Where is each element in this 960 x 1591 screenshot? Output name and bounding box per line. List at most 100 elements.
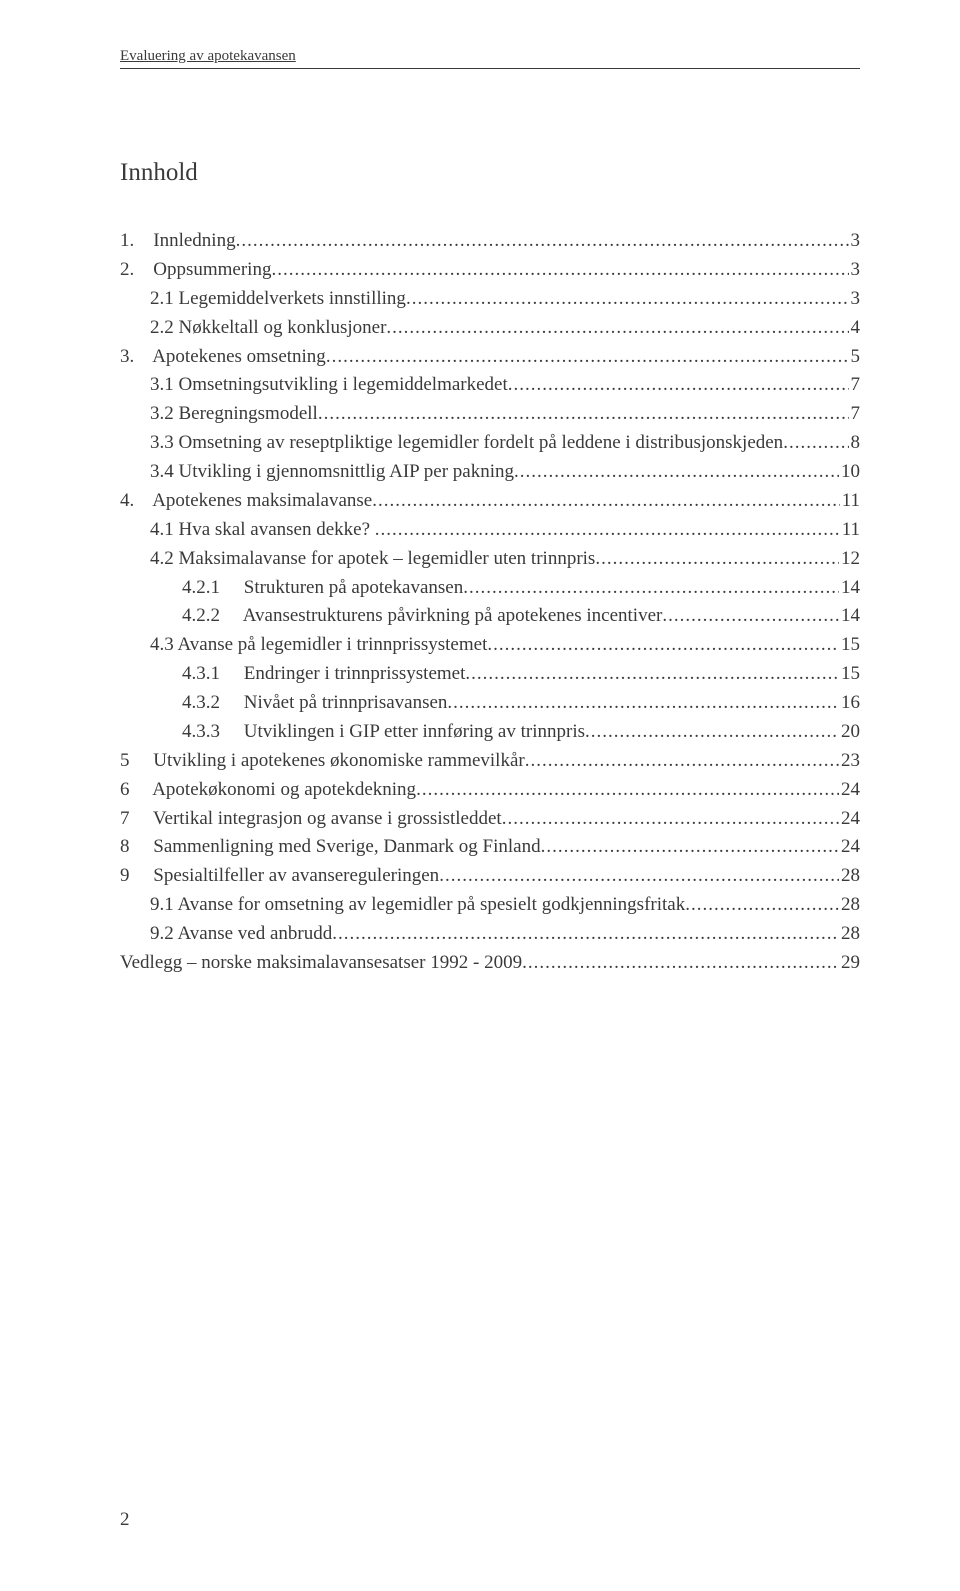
toc-leader [525, 747, 839, 776]
toc-row: 3. Apotekenes omsetning 5 [120, 343, 860, 372]
toc-entry-page: 3 [849, 256, 861, 285]
toc-row: 4.3.1 Endringer i trinnprissystemet15 [120, 660, 860, 689]
toc-entry-label: 4.3.1 Endringer i trinnprissystemet [182, 660, 465, 689]
toc-entry-label: 9.2 Avanse ved anbrudd [150, 920, 332, 949]
toc-entry-page: 14 [839, 574, 860, 603]
toc-leader [439, 862, 839, 891]
toc-entry-page: 10 [839, 458, 860, 487]
running-header: Evaluering av apotekavansen [120, 48, 860, 65]
toc-entry-page: 16 [839, 689, 860, 718]
toc-entry-page: 24 [839, 776, 860, 805]
toc-entry-label: 2.1 Legemiddelverkets innstilling [150, 285, 406, 314]
toc-entry-page: 4 [849, 314, 861, 343]
toc-entry-label: 4.2.1 Strukturen på apotekavansen [182, 574, 463, 603]
toc-leader [465, 660, 839, 689]
toc-row: 3.4 Utvikling i gjennomsnittlig AIP per … [120, 458, 860, 487]
toc-leader [326, 343, 849, 372]
toc-entry-page: 7 [849, 400, 861, 429]
toc-entry-label: 4.1 Hva skal avansen dekke? [150, 516, 375, 545]
toc-leader [406, 285, 849, 314]
toc-entry-page: 3 [849, 227, 861, 256]
toc-leader [502, 805, 839, 834]
toc-row: 4. Apotekenes maksimalavanse 11 [120, 487, 860, 516]
toc-leader [386, 314, 848, 343]
toc-row: 9 Spesialtilfeller av avansereguleringen… [120, 862, 860, 891]
toc-row: 4.2.2 Avansestrukturens påvirkning på ap… [120, 602, 860, 631]
toc-entry-label: 5 Utvikling i apotekenes økonomiske ramm… [120, 747, 525, 776]
toc-row: 2. Oppsummering 3 [120, 256, 860, 285]
toc-entry-page: 24 [839, 805, 860, 834]
toc-entry-label: 3.3 Omsetning av reseptpliktige legemidl… [150, 429, 783, 458]
toc-leader [375, 516, 840, 545]
toc-entry-label: 4.3.3 Utviklingen i GIP etter innføring … [182, 718, 585, 747]
toc-entry-page: 3 [849, 285, 861, 314]
toc-leader [271, 256, 848, 285]
toc-leader [662, 602, 839, 631]
toc-row: 8 Sammenligning med Sverige, Danmark og … [120, 833, 860, 862]
toc-leader [463, 574, 839, 603]
toc-row: 1. Innledning3 [120, 227, 860, 256]
toc-entry-page: 28 [839, 862, 860, 891]
toc-entry-label: 4.2 Maksimalavanse for apotek – legemidl… [150, 545, 595, 574]
toc-entry-page: 5 [849, 343, 861, 372]
toc-entry-page: 28 [839, 891, 860, 920]
toc-leader [514, 458, 839, 487]
toc-row: 4.3 Avanse på legemidler i trinnprissyst… [120, 631, 860, 660]
toc-entry-label: 4.3 Avanse på legemidler i trinnprissyst… [150, 631, 487, 660]
toc-row: 7 Vertikal integrasjon og avanse i gross… [120, 805, 860, 834]
toc-row: 3.1 Omsetningsutvikling i legemiddelmark… [120, 371, 860, 400]
toc-row: 4.1 Hva skal avansen dekke? 11 [120, 516, 860, 545]
toc-entry-page: 14 [839, 602, 860, 631]
toc-entry-page: 11 [840, 516, 860, 545]
toc-entry-label: 7 Vertikal integrasjon og avanse i gross… [120, 805, 502, 834]
toc-row: 4.2 Maksimalavanse for apotek – legemidl… [120, 545, 860, 574]
toc-row: 4.3.3 Utviklingen i GIP etter innføring … [120, 718, 860, 747]
toc-entry-page: 29 [839, 949, 860, 978]
toc-entry-page: 28 [839, 920, 860, 949]
toc-entry-label: 2.2 Nøkkeltall og konklusjoner [150, 314, 386, 343]
toc-entry-label: 3.1 Omsetningsutvikling i legemiddelmark… [150, 371, 508, 400]
toc-leader [416, 776, 839, 805]
toc-row: 3.2 Beregningsmodell 7 [120, 400, 860, 429]
toc-entry-label: 4. Apotekenes maksimalavanse [120, 487, 372, 516]
toc-row: 3.3 Omsetning av reseptpliktige legemidl… [120, 429, 860, 458]
toc-entry-label: 3.2 Beregningsmodell [150, 400, 318, 429]
toc-entry-label: 3. Apotekenes omsetning [120, 343, 326, 372]
toc-entry-label: 9 Spesialtilfeller av avansereguleringen [120, 862, 439, 891]
page-number: 2 [120, 1509, 130, 1531]
toc-entry-page: 20 [839, 718, 860, 747]
toc-row: 4.2.1 Strukturen på apotekavansen 14 [120, 574, 860, 603]
toc-leader [522, 949, 839, 978]
toc-entry-label: 6 Apotekøkonomi og apotekdekning [120, 776, 416, 805]
toc-row: 5 Utvikling i apotekenes økonomiske ramm… [120, 747, 860, 776]
toc-leader [585, 718, 839, 747]
toc-leader [332, 920, 839, 949]
toc-leader [508, 371, 849, 400]
toc-leader [487, 631, 839, 660]
toc-row: 9.1 Avanse for omsetning av legemidler p… [120, 891, 860, 920]
toc-leader [595, 545, 839, 574]
toc-entry-page: 12 [839, 545, 860, 574]
toc-entry-page: 23 [839, 747, 860, 776]
header-rule [120, 68, 860, 69]
toc-row: 6 Apotekøkonomi og apotekdekning 24 [120, 776, 860, 805]
toc-entry-label: 9.1 Avanse for omsetning av legemidler p… [150, 891, 685, 920]
toc-entry-page: 11 [840, 487, 860, 516]
section-title: Innhold [120, 159, 860, 187]
toc-entry-label: 2. Oppsummering [120, 256, 271, 285]
toc-entry-page: 24 [839, 833, 860, 862]
toc-row: Vedlegg – norske maksimalavansesatser 19… [120, 949, 860, 978]
toc-row: 9.2 Avanse ved anbrudd 28 [120, 920, 860, 949]
toc-leader [783, 429, 848, 458]
toc-row: 4.3.2 Nivået på trinnprisavansen 16 [120, 689, 860, 718]
toc-leader [372, 487, 839, 516]
toc-leader [318, 400, 849, 429]
toc-entry-label: 3.4 Utvikling i gjennomsnittlig AIP per … [150, 458, 514, 487]
toc-entry-label: 8 Sammenligning med Sverige, Danmark og … [120, 833, 541, 862]
toc-entry-label: 4.2.2 Avansestrukturens påvirkning på ap… [182, 602, 662, 631]
toc-entry-label: Vedlegg – norske maksimalavansesatser 19… [120, 949, 522, 978]
toc-leader [541, 833, 839, 862]
toc-leader [685, 891, 839, 920]
toc-entry-page: 7 [849, 371, 861, 400]
toc-entry-label: 4.3.2 Nivået på trinnprisavansen [182, 689, 447, 718]
